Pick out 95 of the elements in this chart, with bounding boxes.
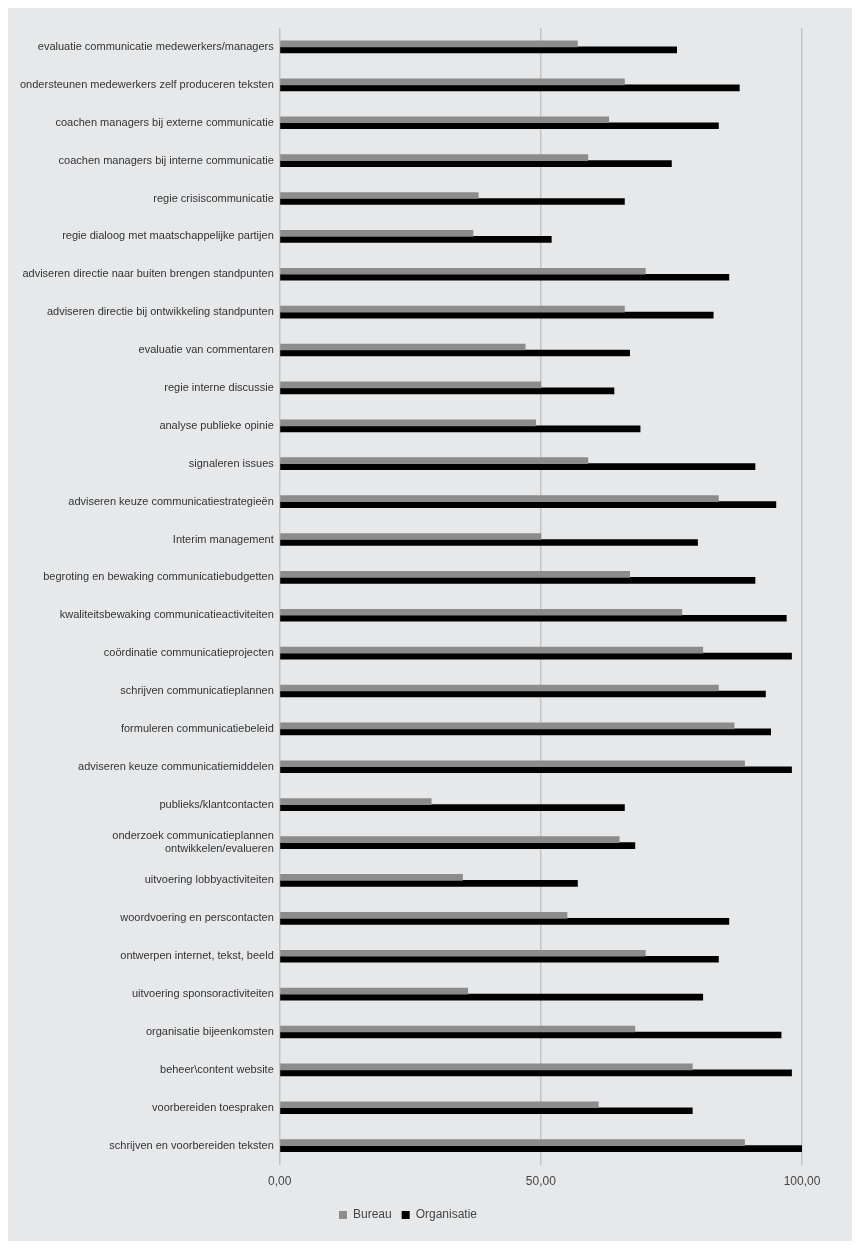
bar xyxy=(280,381,542,389)
bar xyxy=(280,684,719,692)
bar xyxy=(280,192,479,199)
bar xyxy=(280,722,735,730)
y-tick-label: coördinatie communicatieprojecten xyxy=(103,646,274,659)
y-tick-label: adviseren keuze communicatiestrategieën xyxy=(68,494,274,507)
bar xyxy=(280,349,630,357)
bar xyxy=(280,160,672,167)
y-tick-label: analyse publieke opinie xyxy=(159,418,274,431)
y-tick-label: organisatie bijeenkomsten xyxy=(145,1025,274,1038)
y-tick-label: onderzoek communicatieplannen ontwikkelen/evalueren xyxy=(112,828,274,855)
bar xyxy=(280,311,714,319)
bar xyxy=(280,1069,792,1077)
y-tick-label: coachen managers bij externe communicatie xyxy=(55,115,274,128)
legend-label: Organisatie xyxy=(415,1207,478,1222)
bar xyxy=(280,912,568,919)
y-tick-label: ontwerpen internet, tekst, beeld xyxy=(120,949,274,962)
bar xyxy=(280,1107,693,1115)
bar xyxy=(280,533,542,540)
y-tick-label: begroting en bewaking communicatiebudgetten xyxy=(43,570,274,583)
bar xyxy=(280,614,787,622)
x-tick-label: 0,00 xyxy=(268,1174,292,1189)
bar xyxy=(280,273,730,281)
bar xyxy=(280,457,589,465)
bar xyxy=(280,874,463,881)
y-tick-label: evaluatie communicatie medewerkers/managers xyxy=(37,39,275,52)
bar xyxy=(280,918,730,925)
bar xyxy=(280,116,610,124)
y-tick-label: kwaliteitsbewaking communicatieactiviteiten xyxy=(59,608,274,621)
bar xyxy=(280,880,578,887)
bar xyxy=(280,690,766,698)
y-tick-label: beheer\content website xyxy=(160,1062,274,1075)
y-tick-label: ondersteunen medewerkers zelf produceren teksten xyxy=(19,77,274,90)
y-tick-label: regie interne discussie xyxy=(164,380,274,393)
y-tick-label: uitvoering lobbyactiviteiten xyxy=(144,873,274,886)
y-tick-label: woordvoering en perscontacten xyxy=(119,911,274,924)
bar xyxy=(280,1101,599,1109)
bar xyxy=(280,230,474,237)
y-tick-label: publieks/klantcontacten xyxy=(159,797,274,810)
y-tick-label: Interim management xyxy=(172,532,274,545)
bar xyxy=(280,267,646,275)
y-tick-label: schrijven communicatieplannen xyxy=(120,684,274,697)
bar xyxy=(280,955,719,963)
bar xyxy=(280,842,636,849)
y-tick-label: uitvoering sponsoractiviteiten xyxy=(131,987,274,1000)
y-tick-label: coachen managers bij interne communicatie xyxy=(58,153,274,166)
bar xyxy=(280,1145,802,1152)
y-tick-label: schrijven en voorbereiden teksten xyxy=(109,1138,274,1151)
bar xyxy=(280,728,771,736)
bar xyxy=(280,343,526,351)
bar xyxy=(280,236,552,243)
bar xyxy=(280,425,641,433)
y-tick-label: voorbereiden toespraken xyxy=(152,1100,274,1113)
bar xyxy=(280,46,677,54)
bar xyxy=(280,198,625,205)
bar xyxy=(280,495,719,502)
bar xyxy=(280,1139,745,1146)
legend-label: Bureau xyxy=(352,1207,392,1222)
bar xyxy=(280,84,740,92)
bar xyxy=(280,539,698,546)
y-tick-label: regie dialoog met maatschappelijke partijen xyxy=(62,229,274,242)
x-tick-label: 50,00 xyxy=(525,1174,557,1189)
bar xyxy=(280,804,625,812)
bar xyxy=(280,1063,693,1071)
y-tick-label: formuleren communicatiebeleid xyxy=(120,721,274,734)
bar xyxy=(280,40,578,48)
bar xyxy=(280,646,704,654)
bar xyxy=(280,577,756,584)
bar xyxy=(280,608,683,616)
y-tick-label: adviseren directie naar buiten brengen standpunten xyxy=(22,267,274,280)
bar xyxy=(280,571,630,578)
bar xyxy=(280,501,777,508)
bar xyxy=(280,122,719,130)
bar xyxy=(280,987,469,995)
bar xyxy=(280,305,625,313)
bar xyxy=(280,1025,636,1033)
bar xyxy=(280,949,646,957)
bar xyxy=(280,387,615,395)
y-tick-label: adviseren keuze communicatiemiddelen xyxy=(78,759,274,772)
bar xyxy=(280,993,704,1001)
bar xyxy=(280,652,792,660)
bar xyxy=(280,1031,782,1039)
y-tick-label: adviseren directie bij ontwikkeling standpunten xyxy=(46,305,274,318)
bar xyxy=(280,798,432,806)
x-tick-label: 100,00 xyxy=(783,1174,821,1189)
bar xyxy=(280,836,620,843)
bar xyxy=(280,154,589,161)
bar xyxy=(280,463,756,471)
y-tick-label: evaluatie van commentaren xyxy=(138,343,274,356)
bar xyxy=(280,760,745,768)
y-tick-label: regie crisiscommunicatie xyxy=(153,191,274,204)
bar xyxy=(280,766,792,774)
y-tick-label: signaleren issues xyxy=(188,456,275,469)
bar xyxy=(280,78,625,86)
bar xyxy=(280,419,536,427)
